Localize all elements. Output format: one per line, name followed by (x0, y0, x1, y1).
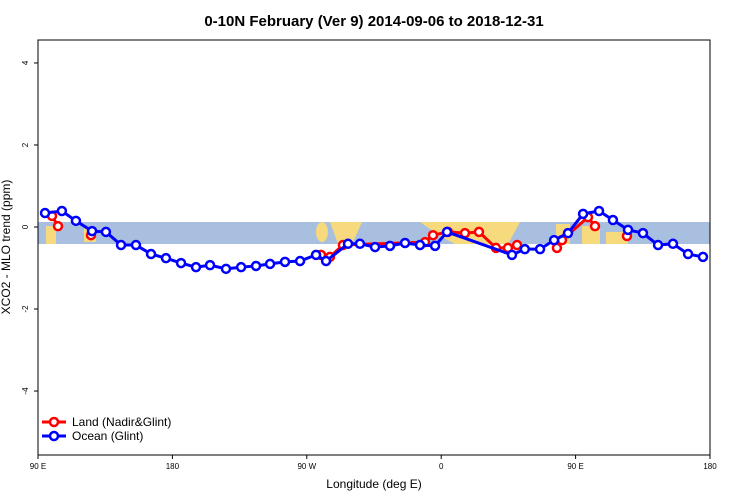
data-point (399, 237, 411, 249)
data-point (589, 220, 601, 232)
data-point (511, 239, 523, 251)
y-axis-label: XCO2 - MLO trend (ppm) (0, 180, 13, 315)
y-tick-label: -4 (21, 387, 30, 395)
data-point (682, 248, 694, 260)
data-point (652, 239, 664, 251)
data-point (637, 227, 649, 239)
y-tick-label: 4 (21, 60, 30, 65)
x-tick-label: 90 E (30, 462, 46, 471)
y-tick-label: 0 (21, 224, 30, 229)
data-point (473, 226, 485, 238)
data-point (427, 229, 439, 241)
data-point (115, 239, 127, 251)
data-point (414, 239, 426, 251)
data-point (548, 234, 560, 246)
data-point (667, 238, 679, 250)
y-tick-label: 2 (21, 142, 30, 147)
data-point (607, 214, 619, 226)
data-point (369, 241, 381, 253)
data-point (145, 248, 157, 260)
data-point (204, 259, 216, 271)
data-point (441, 226, 453, 238)
data-point (130, 239, 142, 251)
data-point (52, 220, 64, 232)
data-point (384, 240, 396, 252)
data-point (294, 255, 306, 267)
x-tick-label: 180 (166, 462, 180, 471)
data-point (86, 225, 98, 237)
data-point (577, 208, 589, 220)
data-point (519, 243, 531, 255)
land-shape (330, 222, 362, 244)
x-tick-label: 90 E (567, 462, 583, 471)
x-tick-label: 0 (439, 462, 444, 471)
data-point (429, 240, 441, 252)
data-point (56, 205, 68, 217)
data-point (506, 249, 518, 261)
data-point (320, 255, 332, 267)
data-point (190, 261, 202, 273)
ocean-band (38, 222, 710, 244)
x-axis-label: Longitude (deg E) (326, 477, 421, 491)
chart-title: 0-10N February (Ver 9) 2014-09-06 to 201… (204, 13, 543, 30)
land-shape (46, 226, 56, 244)
x-tick-label: 180 (703, 462, 717, 471)
data-point (160, 252, 172, 264)
data-point (235, 261, 247, 273)
data-point (593, 205, 605, 217)
data-point (279, 256, 291, 268)
data-point (562, 227, 574, 239)
data-point (39, 207, 51, 219)
y-tick-label: -2 (21, 305, 30, 313)
legend-marker (48, 416, 60, 428)
data-point (264, 258, 276, 270)
data-point (310, 249, 322, 261)
legend-label: Ocean (Glint) (72, 429, 143, 443)
data-point (100, 226, 112, 238)
data-point (220, 263, 232, 275)
data-point (354, 238, 366, 250)
data-point (534, 243, 546, 255)
x-tick-label: 90 W (297, 462, 316, 471)
data-point (250, 260, 262, 272)
data-point (622, 224, 634, 236)
legend-label: Land (Nadir&Glint) (72, 415, 171, 429)
land-shape (316, 222, 328, 242)
data-point (70, 215, 82, 227)
data-point (697, 251, 709, 263)
legend-marker (48, 430, 60, 442)
plot-frame (37, 39, 711, 456)
data-point (175, 257, 187, 269)
data-point (342, 238, 354, 250)
